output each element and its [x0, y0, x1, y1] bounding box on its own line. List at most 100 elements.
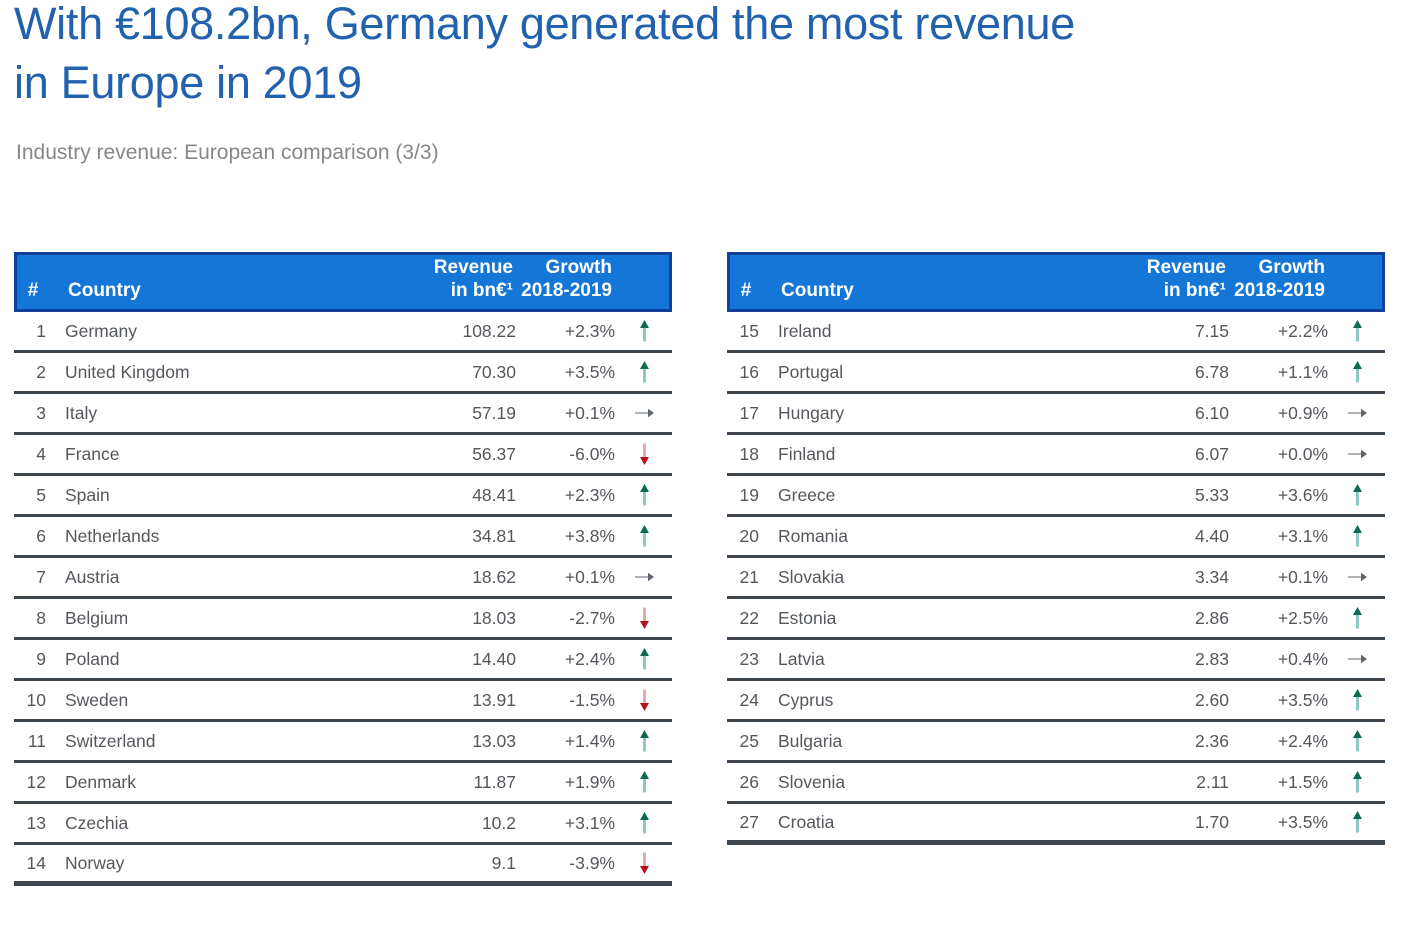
table-row: 25 Bulgaria 2.36 +2.4% — [727, 722, 1385, 763]
revenue-cell: 48.41 — [472, 484, 516, 505]
country-cell: Croatia — [778, 811, 835, 832]
table-row: 22 Estonia 2.86 +2.5% — [727, 599, 1385, 640]
table-row: 7 Austria 18.62 +0.1% — [14, 558, 672, 599]
trend-flat-icon — [1347, 654, 1367, 664]
growth-cell: -2.7% — [569, 607, 615, 628]
rank-cell: 20 — [739, 525, 759, 546]
table-row: 17 Hungary 6.10 +0.9% — [727, 394, 1385, 435]
trend-up-icon — [1352, 484, 1362, 506]
trend-up-icon — [639, 525, 649, 547]
trend-cell — [626, 648, 672, 670]
trend-cell — [1339, 654, 1385, 664]
trend-cell — [626, 852, 672, 874]
rank-cell: 13 — [26, 812, 46, 833]
trend-up-icon — [639, 771, 649, 793]
table-row: 27 Croatia 1.70 +3.5% — [727, 804, 1385, 845]
rank-cell: 25 — [739, 730, 759, 751]
country-cell: Portugal — [778, 361, 844, 382]
header-growth: Growth 2018-2019 — [1234, 257, 1325, 301]
trend-down-icon — [639, 443, 649, 465]
rank-cell: 16 — [739, 361, 759, 382]
growth-cell: +1.1% — [1277, 361, 1328, 382]
revenue-cell: 13.03 — [472, 730, 516, 751]
trend-cell — [626, 812, 672, 834]
country-cell: Denmark — [65, 771, 136, 792]
revenue-cell: 56.37 — [472, 443, 516, 464]
growth-cell: +3.5% — [1277, 811, 1328, 832]
revenue-cell: 2.36 — [1194, 730, 1229, 751]
country-cell: Greece — [778, 484, 836, 505]
trend-down-icon — [639, 852, 649, 874]
trend-up-icon — [1352, 361, 1362, 383]
country-cell: Sweden — [65, 689, 129, 710]
country-cell: Cyprus — [778, 689, 834, 710]
trend-flat-icon — [1347, 449, 1367, 459]
growth-cell: -6.0% — [569, 443, 615, 464]
rank-cell: 2 — [36, 361, 46, 382]
country-cell: Italy — [65, 402, 98, 423]
country-cell: France — [65, 443, 120, 464]
revenue-cell: 3.34 — [1194, 566, 1229, 587]
trend-cell — [1339, 607, 1385, 629]
table-row: 26 Slovenia 2.11 +1.5% — [727, 763, 1385, 804]
rank-cell: 7 — [36, 566, 46, 587]
trend-cell — [1339, 730, 1385, 752]
growth-cell: +1.4% — [564, 730, 615, 751]
table-row: 21 Slovakia 3.34 +0.1% — [727, 558, 1385, 599]
country-cell: Netherlands — [65, 525, 160, 546]
table-row: 12 Denmark 11.87 +1.9% — [14, 763, 672, 804]
rank-cell: 23 — [739, 648, 759, 669]
growth-cell: +0.9% — [1277, 402, 1328, 423]
trend-up-icon — [1352, 525, 1362, 547]
revenue-table-left: # Country Revenue in bn€¹ Growth 2018-20… — [14, 252, 672, 886]
table-row: 15 Ireland 7.15 +2.2% — [727, 312, 1385, 353]
revenue-table-right: # Country Revenue in bn€¹ Growth 2018-20… — [727, 252, 1385, 845]
trend-cell — [1339, 484, 1385, 506]
country-cell: Hungary — [778, 402, 845, 423]
trend-up-icon — [1352, 811, 1362, 833]
header-country: Country — [781, 280, 854, 301]
trend-cell — [1339, 320, 1385, 342]
table-row: 23 Latvia 2.83 +0.4% — [727, 640, 1385, 681]
country-cell: Belgium — [65, 607, 129, 628]
table-row: 10 Sweden 13.91 -1.5% — [14, 681, 672, 722]
table-row: 6 Netherlands 34.81 +3.8% — [14, 517, 672, 558]
revenue-cell: 10.2 — [481, 812, 516, 833]
revenue-cell: 6.07 — [1194, 443, 1229, 464]
table-row: 4 France 56.37 -6.0% — [14, 435, 672, 476]
revenue-cell: 2.83 — [1194, 648, 1229, 669]
trend-cell — [1339, 811, 1385, 833]
trend-down-icon — [639, 607, 649, 629]
table-row: 3 Italy 57.19 +0.1% — [14, 394, 672, 435]
growth-cell: +3.5% — [1277, 689, 1328, 710]
revenue-cell: 2.86 — [1194, 607, 1229, 628]
country-cell: Norway — [65, 852, 125, 873]
growth-cell: +2.4% — [1277, 730, 1328, 751]
page-subtitle: Industry revenue: European comparison (3… — [16, 141, 439, 164]
page-title-line2: in Europe in 2019 — [14, 57, 362, 108]
table-row: 16 Portugal 6.78 +1.1% — [727, 353, 1385, 394]
rank-cell: 3 — [36, 402, 46, 423]
rank-cell: 14 — [26, 852, 46, 873]
rank-cell: 26 — [739, 771, 759, 792]
table-row: 24 Cyprus 2.60 +3.5% — [727, 681, 1385, 722]
table-row: 5 Spain 48.41 +2.3% — [14, 476, 672, 517]
table-header: # Country Revenue in bn€¹ Growth 2018-20… — [14, 252, 672, 312]
trend-flat-icon — [1347, 572, 1367, 582]
header-rank: # — [740, 280, 752, 301]
rank-cell: 6 — [36, 525, 46, 546]
header-growth: Growth 2018-2019 — [521, 257, 612, 301]
table-row: 8 Belgium 18.03 -2.7% — [14, 599, 672, 640]
table-row: 14 Norway 9.1 -3.9% — [14, 845, 672, 886]
trend-cell — [1339, 572, 1385, 582]
revenue-cell: 34.81 — [472, 525, 516, 546]
trend-up-icon — [639, 484, 649, 506]
rank-cell: 27 — [739, 811, 759, 832]
trend-cell — [1339, 449, 1385, 459]
trend-cell — [1339, 689, 1385, 711]
page-title: With €108.2bn, Germany generated the mos… — [14, 0, 1394, 112]
country-cell: Austria — [65, 566, 120, 587]
country-cell: Finland — [778, 443, 836, 464]
table-row: 18 Finland 6.07 +0.0% — [727, 435, 1385, 476]
country-cell: Spain — [65, 484, 110, 505]
